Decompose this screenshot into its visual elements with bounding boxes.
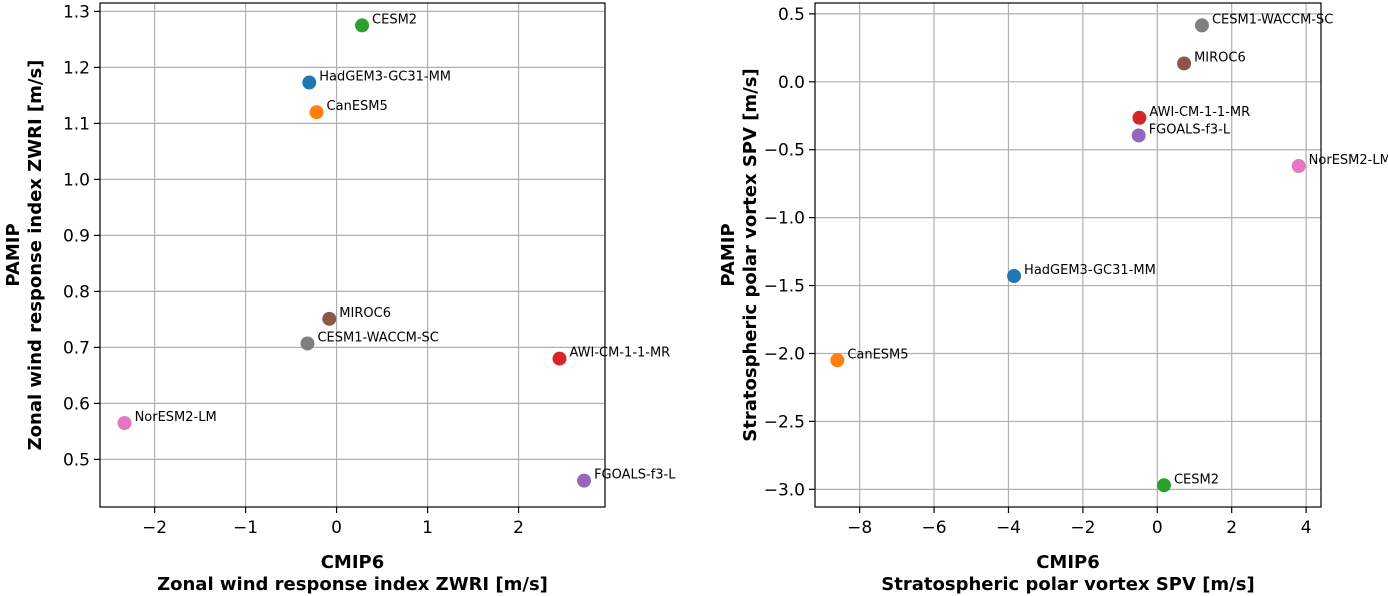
data-point-label: CESM2 [1174,472,1219,487]
y-tick-label: −1.0 [764,209,805,229]
data-point [830,353,845,368]
x-tick-label: −2 [142,518,167,538]
data-point [1156,478,1171,493]
y-tick-label: 1.0 [63,170,90,190]
x-tick-label: 2 [513,518,524,538]
data-point-label: NorESM2-LM [135,410,217,425]
y-axis-title: PAMIP [3,223,24,286]
data-point-label: AWI-CM-1-1-MR [1149,105,1250,120]
y-tick-label: 0.9 [63,226,90,246]
spv-scatter-panel: −8 −6 −4 −2 0 2 4 −3.0 −2.5 −2.0 −1.5 −1.0 −0.5 0.0 0.… [718,2,1388,595]
y-tick-label: −0.5 [764,141,805,161]
x-tick-label: 1 [422,518,433,538]
data-point-label: CESM2 [372,12,417,27]
data-point [577,473,592,488]
y-tick-label: 0.5 [778,5,805,25]
data-point [1007,269,1022,284]
data-point [1291,159,1306,174]
data-point-label: FGOALS-f3-L [594,468,676,483]
x-axis-title: Stratospheric polar vortex SPV [m/s] [881,574,1254,595]
y-tick-label: 0.6 [63,394,90,414]
x-axis-title: CMIP6 [321,552,385,573]
x-tick-label: −6 [922,518,947,538]
y-tick-label: 1.3 [63,2,90,22]
data-point-label: CanESM5 [847,347,908,362]
data-point-label: MIROC6 [339,306,391,321]
x-tick-label: −1 [233,518,258,538]
data-point-label: NorESM2-LM [1309,153,1388,168]
data-point-label: AWI-CM-1-1-MR [570,346,671,361]
plot-frame [814,2,1322,508]
y-tick-label: −1.5 [764,277,805,297]
data-point [1194,18,1209,33]
data-point-label: FGOALS-f3-L [1149,122,1231,137]
y-tick-label: −2.5 [764,412,805,432]
data-point-label: CanESM5 [327,99,388,114]
y-axis-title: Zonal wind response index ZWRI [m/s] [25,60,46,451]
data-point [552,351,567,366]
data-point [355,18,370,33]
x-axis-title: Zonal wind response index ZWRI [m/s] [157,574,548,595]
x-tick-label: −2 [1070,518,1095,538]
data-point [322,311,337,326]
x-tick-label: 0 [331,518,342,538]
data-point-label: CESM1-WACCM-SC [317,330,438,345]
x-tick-label: −8 [847,518,872,538]
data-point [302,75,317,90]
y-axis-title: Stratospheric polar vortex SPV [m/s] [740,68,761,441]
y-axis-title: PAMIP [718,223,739,286]
x-axis-title: CMIP6 [1036,552,1100,573]
y-tick-label: −3.0 [764,480,805,500]
y-tick-label: 1.2 [63,58,90,78]
x-tick-label: −4 [996,518,1021,538]
y-tick-label: −2.0 [764,344,805,364]
data-point [1132,110,1147,125]
y-tick-label: 0.7 [63,338,90,358]
data-point [309,105,324,120]
x-tick-label: 4 [1301,518,1312,538]
zwri-scatter-panel: −2 −1 0 1 2 0.5 0.6 0.7 0.8 0.9 1.0 1.1 1.2 1.3 HadGEM… [3,2,676,595]
data-point-label: HadGEM3-GC31-MM [1024,263,1156,278]
y-tick-label: 0.5 [63,450,90,470]
data-point-label: MIROC6 [1194,50,1246,65]
data-point-label: HadGEM3-GC31-MM [319,70,451,85]
y-tick-label: 1.1 [63,114,90,134]
y-tick-label: 0.0 [778,73,805,93]
data-point [300,336,315,351]
plot-frame [99,2,606,508]
data-point [117,416,132,430]
x-tick-label: 0 [1152,518,1163,538]
data-point [1177,56,1192,71]
data-point [1131,128,1146,143]
data-point-label: CESM1-WACCM-SC [1212,12,1333,27]
y-tick-label: 0.8 [63,282,90,302]
x-tick-label: 2 [1226,518,1237,538]
